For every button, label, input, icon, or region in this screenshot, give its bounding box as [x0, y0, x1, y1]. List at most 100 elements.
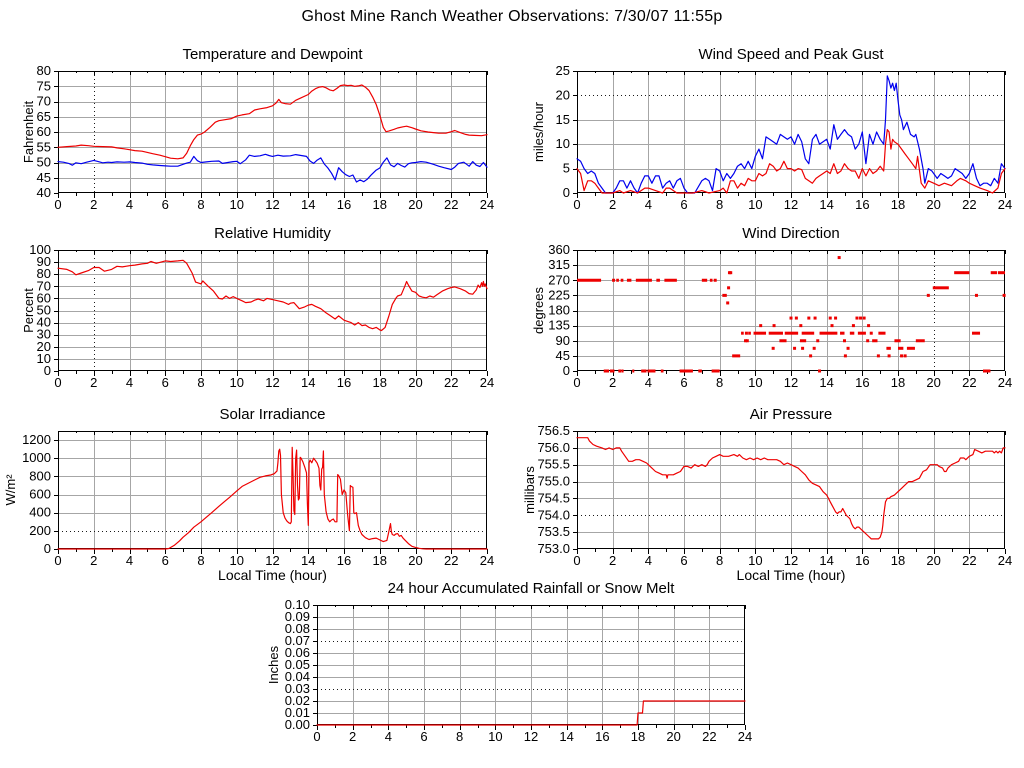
- wind-direction-point: [713, 278, 717, 282]
- x-tick-label: 4: [645, 375, 652, 389]
- y-tick-label: 10: [37, 351, 51, 366]
- y-tick-label: 755.5: [537, 457, 570, 472]
- x-tick-label: 22: [962, 375, 976, 389]
- x-tick-label: 18: [891, 197, 905, 212]
- wind-direction-segment: [915, 339, 925, 343]
- y-tick-label: 0.00: [285, 717, 310, 732]
- x-tick-label: 24: [998, 197, 1012, 212]
- wind-direction-point: [794, 316, 798, 320]
- series-temperature: [57, 84, 488, 160]
- wind-direction-point: [726, 301, 730, 305]
- x-tick-label: 14: [819, 375, 833, 389]
- wind-direction-point: [869, 331, 873, 335]
- y-tick-label: 10: [556, 136, 570, 151]
- x-tick-label: 10: [488, 729, 502, 744]
- x-tick-label: 8: [197, 197, 204, 212]
- y-tick-label: 360: [548, 242, 570, 257]
- y-tick-label: 0.03: [285, 681, 310, 696]
- wind-direction-segment: [997, 271, 1005, 275]
- chart-canvas: 0 2 4 6 8 10 12 14 16 18 20 22 240200400600800100012…: [3, 406, 494, 583]
- x-tick-label: 0: [313, 729, 320, 744]
- y-tick-label: 753.0: [537, 541, 570, 556]
- x-tick-label: 22: [962, 553, 976, 568]
- x-tick-label: 24: [998, 375, 1012, 389]
- wind-direction-point: [974, 293, 978, 297]
- y-tick-label: 80: [37, 63, 51, 78]
- x-tick-label: 8: [197, 375, 204, 389]
- y-tick-label: 70: [37, 94, 51, 109]
- wind-direction-segment: [932, 286, 949, 290]
- x-tick-label: 20: [408, 197, 422, 212]
- y-tick-label: 756.0: [537, 440, 570, 455]
- y-tick-label: 0: [44, 363, 51, 378]
- x-tick-label: 20: [666, 729, 680, 744]
- x-tick-label: 14: [301, 197, 315, 212]
- x-tick-label: 22: [702, 729, 716, 744]
- wind-direction-segment: [701, 278, 708, 282]
- y-tick-label: 400: [29, 505, 51, 520]
- wind-direction-point: [744, 331, 748, 335]
- wind-direction-segment: [741, 331, 744, 335]
- wind-direction-segment: [616, 278, 619, 282]
- y-tick-label: 40: [37, 315, 51, 330]
- chart-title: Wind Speed and Peak Gust: [698, 46, 884, 63]
- x-tick-label: 6: [162, 375, 169, 389]
- series-solar-irradiance: [57, 446, 488, 550]
- x-tick-label: 18: [891, 553, 905, 568]
- x-tick-label: 20: [926, 375, 940, 389]
- y-tick-label: 0.06: [285, 645, 310, 660]
- x-axis-label: Local Time (hour): [737, 567, 846, 583]
- y-tick-label: 0: [44, 541, 51, 556]
- x-tick-label: 12: [784, 375, 798, 389]
- x-tick-label: 12: [524, 729, 538, 744]
- x-tick-label: 8: [716, 197, 723, 212]
- x-tick-label: 0: [573, 375, 580, 389]
- wind-direction-segment: [906, 346, 915, 350]
- chart-canvas: 0 2 4 6 8 10 12 14 16 18 20 22 240.000.010.020.030.0…: [266, 580, 752, 744]
- x-tick-label: 0: [54, 375, 61, 389]
- series-wind-speed: [576, 128, 1006, 194]
- y-tick-label: 25: [556, 63, 570, 78]
- wind-direction-point: [813, 316, 817, 320]
- wind-direction-point: [985, 369, 989, 373]
- chart-title: Temperature and Dewpoint: [182, 46, 363, 63]
- wind-direction-segment: [660, 369, 664, 373]
- x-tick-label: 14: [301, 375, 315, 389]
- wind-direction-segment: [753, 331, 767, 335]
- series-dewpoint: [57, 153, 488, 183]
- x-tick-label: 6: [162, 197, 169, 212]
- wind-direction-point: [851, 324, 855, 328]
- x-tick-label: 20: [408, 553, 422, 568]
- x-tick-label: 2: [90, 553, 97, 568]
- wind-direction-segment: [711, 369, 720, 373]
- y-tick-label: 70: [37, 278, 51, 293]
- wind-direction-segment: [621, 369, 624, 373]
- x-tick-label: 10: [230, 375, 244, 389]
- wind-direction-point: [867, 324, 871, 328]
- wind-direction-point: [900, 354, 904, 358]
- x-tick-label: 14: [559, 729, 573, 744]
- wind-direction-segment: [779, 339, 787, 343]
- x-tick-label: 2: [609, 553, 616, 568]
- x-tick-label: 2: [609, 197, 616, 212]
- wind-direction-point: [759, 324, 763, 328]
- y-tick-label: 0: [563, 185, 570, 200]
- y-tick-label: 90: [556, 333, 570, 348]
- wind-direction-segment: [768, 331, 783, 335]
- x-tick-label: 14: [819, 553, 833, 568]
- wind-direction-segment: [626, 278, 632, 282]
- y-tick-label: 20: [556, 87, 570, 102]
- y-tick-label: 756.5: [537, 423, 570, 438]
- x-tick-label: 22: [444, 197, 458, 212]
- x-tick-label: 18: [373, 375, 387, 389]
- x-tick-label: 22: [444, 553, 458, 568]
- wind-direction-segment: [799, 339, 807, 343]
- x-tick-label: 24: [998, 553, 1012, 568]
- series-accumulated-rainfall: [316, 700, 746, 726]
- x-tick-label: 0: [54, 197, 61, 212]
- wind-direction-point: [612, 278, 616, 282]
- y-tick-label: 755.0: [537, 474, 570, 489]
- x-tick-label: 18: [373, 197, 387, 212]
- x-tick-label: 16: [855, 553, 869, 568]
